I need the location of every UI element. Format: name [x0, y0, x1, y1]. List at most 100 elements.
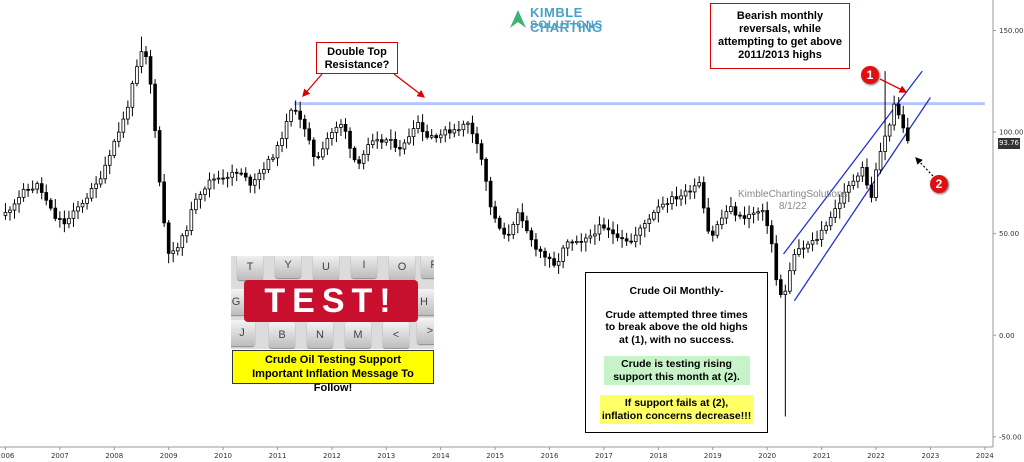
candle-body	[48, 199, 53, 209]
candle-body	[39, 183, 44, 193]
candle-body	[574, 240, 579, 243]
x-tick-label: 2006	[0, 452, 15, 460]
candle-body	[778, 279, 783, 296]
candle-body	[670, 196, 674, 205]
candle-body	[402, 142, 407, 150]
candle-body	[756, 211, 760, 214]
key: I	[351, 256, 377, 278]
candle-body	[516, 212, 520, 225]
key: O	[389, 256, 415, 280]
candle-body	[370, 140, 375, 145]
key: P	[421, 256, 434, 278]
info-body-line2: to break above the old highs	[605, 321, 748, 333]
candle-body	[633, 234, 638, 243]
candle-body	[62, 218, 67, 225]
candle-body	[307, 128, 312, 141]
key: T	[237, 256, 263, 280]
candle-body	[8, 209, 12, 213]
candle-body	[98, 178, 103, 185]
candle-body	[85, 197, 89, 204]
candle-body	[497, 217, 502, 229]
candle-body	[706, 207, 711, 232]
candle-body	[243, 172, 248, 178]
candle-body	[212, 178, 216, 181]
candle-body	[747, 213, 751, 219]
candle-body	[824, 225, 828, 231]
x-tick-label: 2012	[323, 452, 341, 460]
candle-body	[597, 224, 602, 235]
x-tick-label: 2015	[486, 452, 504, 460]
candle-body	[67, 217, 71, 225]
candle-body	[17, 196, 21, 205]
candle-body	[856, 175, 860, 182]
marker-1: 1	[861, 66, 879, 84]
candle-body	[366, 144, 370, 155]
test-banner-line1: Crude Oil Testing Support	[264, 354, 402, 366]
candle-body	[357, 159, 361, 164]
bearish-callout: Bearish monthly reversals, while attempt…	[710, 3, 850, 69]
candle-body	[452, 129, 457, 134]
candle-body	[330, 132, 334, 139]
test-banner: Crude Oil Testing Support Important Infl…	[232, 350, 434, 394]
candle-body	[207, 179, 212, 190]
candle-body	[266, 158, 271, 170]
last-price-label: 93.76	[998, 138, 1020, 149]
candle-body	[488, 180, 493, 208]
candle-body	[606, 227, 611, 231]
double-top-arrow-right	[393, 73, 426, 98]
double-top-callout: Double Top Resistance?	[316, 42, 398, 74]
candle-body	[638, 227, 643, 236]
candle-body	[738, 214, 742, 217]
marker-2: 2	[930, 175, 948, 193]
candle-body	[271, 157, 275, 160]
candle-body	[302, 118, 307, 130]
test-word: TEST!	[244, 280, 418, 322]
candle-body	[584, 237, 588, 243]
candle-body	[765, 210, 770, 227]
candle-body	[720, 217, 724, 226]
candle-body	[733, 206, 738, 216]
candle-body	[3, 212, 8, 216]
candle-body	[683, 190, 688, 197]
candle-body	[479, 143, 484, 160]
info-green-line1: Crude is testing rising	[621, 358, 732, 370]
candle-body	[579, 240, 584, 243]
candle-body	[788, 270, 792, 292]
candle-body	[194, 198, 198, 211]
candle-body	[905, 127, 910, 142]
candle-body	[239, 172, 244, 175]
candle-body	[447, 129, 452, 134]
candle-body	[58, 218, 62, 220]
candle-body	[135, 66, 139, 84]
candle-body	[484, 158, 488, 182]
candle-body	[53, 207, 58, 219]
x-tick-label: 2023	[922, 452, 940, 460]
candle-body	[502, 227, 507, 235]
double-top-line2: Resistance?	[324, 59, 390, 71]
candle-body	[457, 129, 461, 132]
candle-body	[185, 230, 189, 237]
candle-body	[325, 138, 330, 150]
candle-body	[375, 139, 380, 142]
x-tick-label: 2011	[269, 452, 287, 460]
x-tick-label: 2007	[51, 452, 69, 460]
candle-body	[525, 220, 529, 232]
candle-body	[661, 203, 665, 208]
watermark-line2: 8/1/22	[778, 201, 807, 212]
y-tick-label: -50.00	[999, 433, 1022, 441]
candle-body	[511, 224, 516, 235]
bearish-line1: Bearish monthly	[736, 10, 824, 22]
candle-body	[506, 233, 511, 236]
marker1-arrow	[879, 78, 908, 93]
candle-body	[26, 188, 30, 191]
candle-body	[198, 194, 203, 200]
candle-body	[339, 124, 343, 128]
double-top-line1: Double Top	[327, 46, 387, 58]
info-green-line2: support this month at (2).	[613, 370, 740, 383]
candle-body	[710, 230, 715, 236]
key: N	[307, 322, 333, 348]
candle-body	[547, 256, 552, 260]
candle-body	[629, 240, 633, 243]
candle-body	[44, 192, 49, 201]
